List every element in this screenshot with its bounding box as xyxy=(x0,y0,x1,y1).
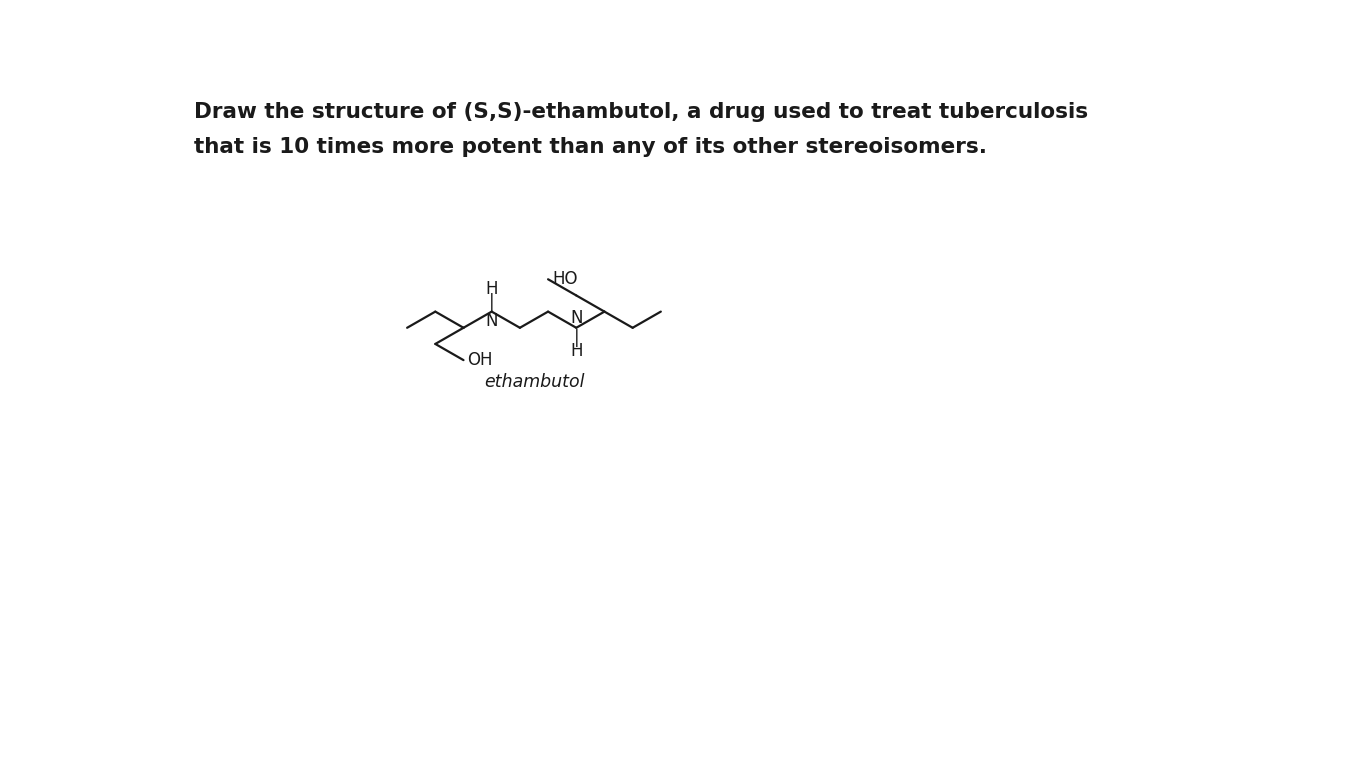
Text: N: N xyxy=(485,313,499,330)
Text: N: N xyxy=(570,309,582,327)
Text: that is 10 times more potent than any of its other stereoisomers.: that is 10 times more potent than any of… xyxy=(194,137,988,157)
Text: HO: HO xyxy=(552,270,578,288)
Text: ethambutol: ethambutol xyxy=(484,373,585,391)
Text: OH: OH xyxy=(467,351,493,369)
Text: H: H xyxy=(485,280,499,297)
Text: H: H xyxy=(570,342,582,360)
Text: |: | xyxy=(489,293,494,311)
Text: Draw the structure of (S,S)-ethambutol, a drug used to treat tuberculosis: Draw the structure of (S,S)-ethambutol, … xyxy=(194,102,1089,122)
Text: |: | xyxy=(574,329,579,347)
